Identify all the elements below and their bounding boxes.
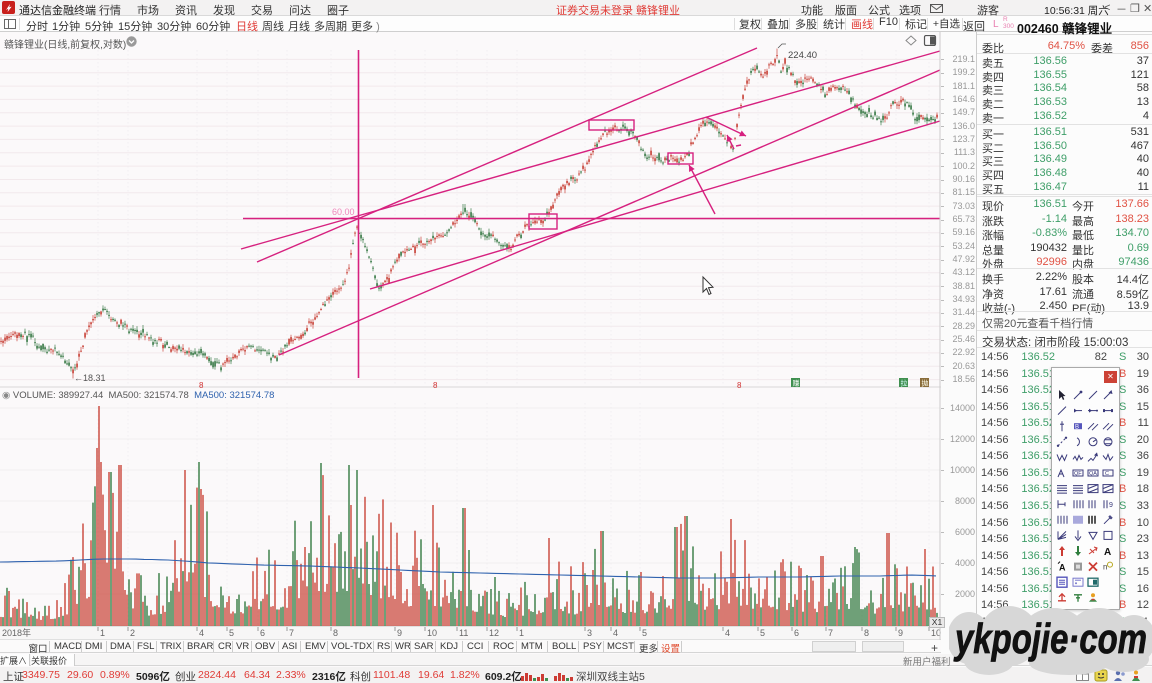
svg-text:8: 8 — [199, 381, 204, 390]
svg-text:4: 4 — [199, 628, 204, 638]
svg-text:60.00: 60.00 — [332, 207, 355, 217]
svg-text:拋: 拋 — [922, 379, 929, 388]
svg-text:9: 9 — [898, 628, 903, 638]
svg-text:1: 1 — [519, 628, 524, 638]
svg-text:11: 11 — [459, 628, 468, 638]
svg-text:QF: QF — [1074, 471, 1082, 477]
svg-text:7: 7 — [828, 628, 833, 638]
svg-text:8: 8 — [333, 628, 338, 638]
svg-text:8: 8 — [433, 381, 438, 390]
svg-text:2: 2 — [130, 628, 135, 638]
svg-text:5: 5 — [642, 628, 647, 638]
svg-text:12: 12 — [489, 628, 499, 638]
svg-text:B: B — [1075, 425, 1079, 431]
svg-text:C: C — [1105, 471, 1109, 477]
svg-text:9: 9 — [1109, 502, 1113, 509]
svg-text:4: 4 — [725, 628, 730, 638]
svg-text:A: A — [1104, 547, 1111, 558]
svg-text:224.40: 224.40 — [788, 50, 817, 61]
svg-text:拉: 拉 — [901, 379, 908, 388]
svg-text:7: 7 — [289, 628, 294, 638]
svg-text:6: 6 — [794, 628, 799, 638]
svg-text:n: n — [1103, 563, 1107, 572]
svg-text:ykpojie·com: ykpojie·com — [953, 615, 1147, 662]
svg-text:6: 6 — [260, 628, 265, 638]
svg-text:←18.31: ←18.31 — [74, 373, 106, 383]
svg-text:8: 8 — [864, 628, 869, 638]
svg-text:5: 5 — [760, 628, 765, 638]
svg-text:QA: QA — [1089, 471, 1097, 477]
svg-text:10: 10 — [427, 628, 437, 638]
svg-text:8: 8 — [737, 381, 742, 390]
svg-text:9: 9 — [397, 628, 402, 638]
svg-text:4: 4 — [613, 628, 618, 638]
svg-text:2018年: 2018年 — [2, 627, 31, 638]
svg-text:5: 5 — [229, 628, 234, 638]
svg-text:赚: 赚 — [793, 379, 800, 388]
svg-text:1: 1 — [100, 628, 105, 638]
svg-text:10: 10 — [931, 628, 941, 638]
svg-text:3: 3 — [587, 628, 592, 638]
svg-text:A: A — [1059, 563, 1066, 573]
